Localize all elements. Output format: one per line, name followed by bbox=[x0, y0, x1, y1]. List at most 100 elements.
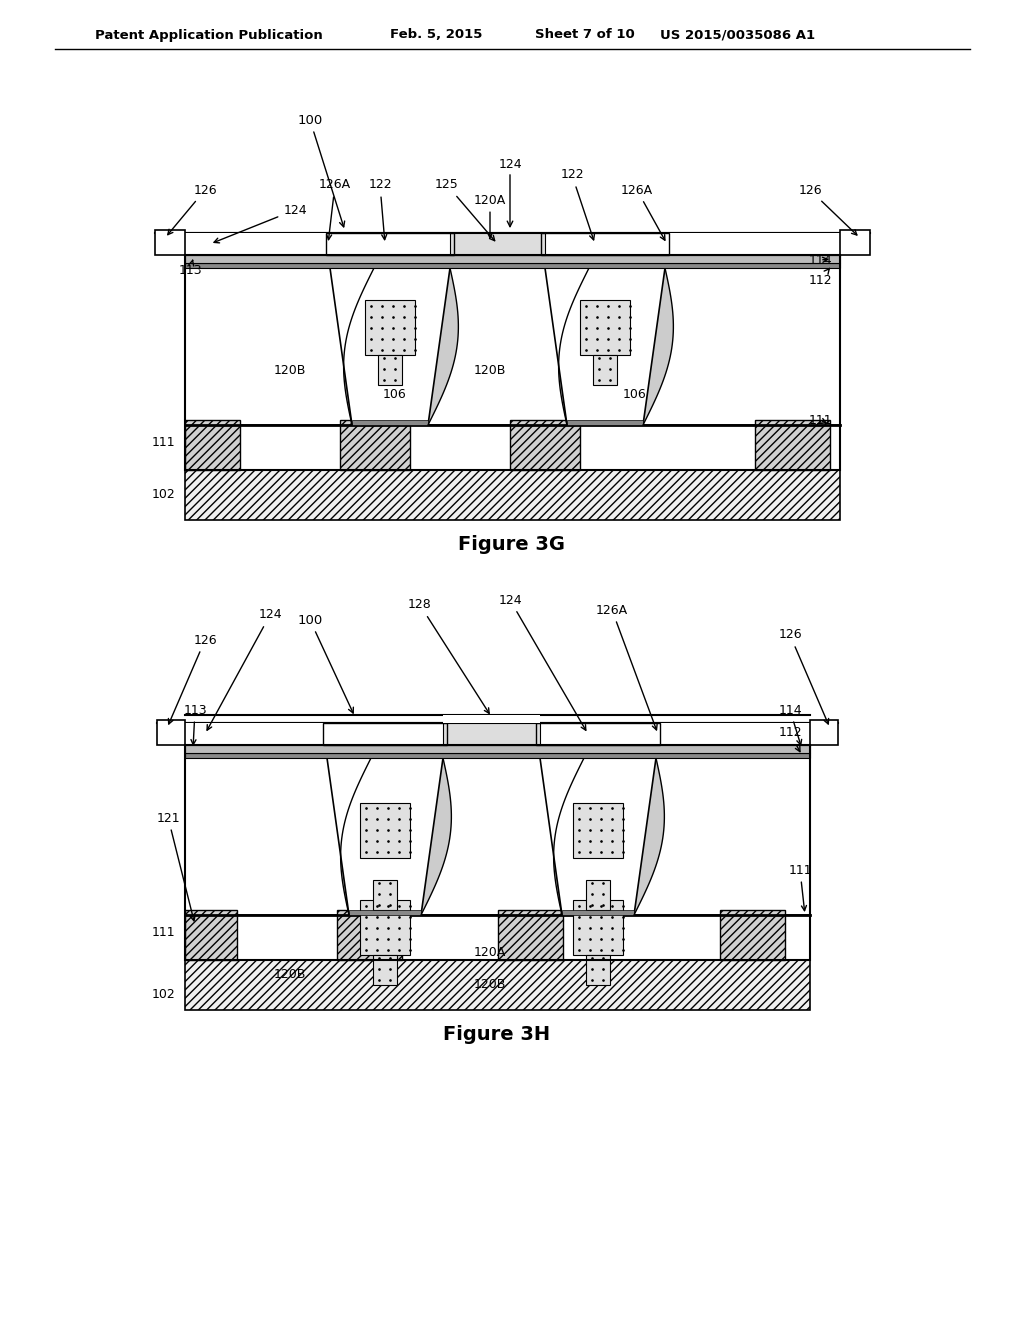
Text: 113: 113 bbox=[183, 704, 207, 744]
Bar bbox=[580, 300, 630, 355]
Bar bbox=[378, 355, 402, 385]
Text: 124: 124 bbox=[207, 609, 282, 730]
Text: 126: 126 bbox=[168, 183, 217, 235]
Text: Figure 3H: Figure 3H bbox=[443, 1026, 551, 1044]
Bar bbox=[755, 420, 830, 470]
Bar bbox=[586, 880, 610, 909]
Bar bbox=[840, 230, 870, 255]
Text: 111: 111 bbox=[152, 927, 175, 940]
Text: 102: 102 bbox=[152, 989, 175, 1002]
Text: 112: 112 bbox=[778, 726, 802, 751]
Text: 124: 124 bbox=[499, 158, 522, 172]
Polygon shape bbox=[643, 268, 674, 425]
Bar bbox=[185, 470, 840, 520]
Bar bbox=[443, 715, 540, 723]
Bar bbox=[360, 803, 410, 858]
Text: 111: 111 bbox=[808, 413, 831, 426]
Polygon shape bbox=[330, 268, 450, 425]
Text: Sheet 7 of 10: Sheet 7 of 10 bbox=[535, 29, 635, 41]
Polygon shape bbox=[428, 268, 459, 425]
Bar bbox=[352, 420, 428, 425]
Text: 125: 125 bbox=[435, 178, 495, 240]
Polygon shape bbox=[540, 758, 656, 915]
Bar bbox=[330, 234, 450, 255]
Polygon shape bbox=[421, 758, 452, 915]
Text: 114: 114 bbox=[778, 704, 802, 744]
Bar bbox=[510, 420, 580, 470]
Text: 120A: 120A bbox=[474, 194, 506, 238]
Bar bbox=[157, 719, 185, 744]
Bar bbox=[720, 909, 785, 960]
Bar bbox=[349, 909, 421, 915]
Bar bbox=[337, 909, 402, 960]
Bar bbox=[185, 752, 810, 758]
Text: 120B: 120B bbox=[273, 363, 306, 376]
Text: 120A: 120A bbox=[474, 946, 506, 960]
Polygon shape bbox=[554, 758, 584, 915]
Bar bbox=[185, 260, 840, 425]
Bar bbox=[536, 723, 660, 744]
Bar bbox=[185, 744, 810, 752]
Bar bbox=[185, 750, 810, 915]
Text: 122: 122 bbox=[560, 169, 594, 240]
Text: 111: 111 bbox=[152, 437, 175, 450]
Bar bbox=[185, 263, 840, 268]
Bar bbox=[155, 230, 185, 255]
Text: US 2015/0035086 A1: US 2015/0035086 A1 bbox=[660, 29, 815, 41]
Bar bbox=[443, 723, 540, 744]
Bar bbox=[450, 234, 545, 255]
Bar bbox=[323, 723, 447, 744]
Bar bbox=[573, 900, 623, 954]
Polygon shape bbox=[344, 268, 374, 425]
Bar bbox=[365, 300, 415, 355]
Bar bbox=[185, 255, 840, 263]
Text: Feb. 5, 2015: Feb. 5, 2015 bbox=[390, 29, 482, 41]
Text: Patent Application Publication: Patent Application Publication bbox=[95, 29, 323, 41]
Bar bbox=[185, 255, 840, 470]
Bar bbox=[185, 909, 237, 960]
Text: 126: 126 bbox=[798, 183, 857, 235]
Bar bbox=[185, 420, 240, 470]
Text: 122: 122 bbox=[369, 178, 392, 240]
Bar bbox=[545, 234, 665, 255]
Bar bbox=[326, 234, 454, 255]
Text: 100: 100 bbox=[297, 114, 345, 227]
Text: 114: 114 bbox=[808, 253, 831, 267]
Text: 120B: 120B bbox=[474, 363, 506, 376]
Text: 126A: 126A bbox=[596, 603, 657, 730]
Polygon shape bbox=[327, 758, 443, 915]
Text: Figure 3G: Figure 3G bbox=[459, 536, 565, 554]
Bar bbox=[810, 719, 838, 744]
Text: 126A: 126A bbox=[318, 178, 351, 240]
Bar bbox=[593, 355, 617, 385]
Polygon shape bbox=[341, 758, 371, 915]
Polygon shape bbox=[545, 268, 665, 425]
Text: 126: 126 bbox=[778, 628, 828, 723]
Text: 126: 126 bbox=[168, 634, 217, 725]
Bar bbox=[185, 234, 840, 255]
Bar bbox=[185, 723, 810, 744]
Text: 121: 121 bbox=[157, 812, 196, 921]
Bar bbox=[540, 723, 656, 744]
Bar bbox=[360, 900, 410, 954]
Text: 120B: 120B bbox=[273, 969, 306, 982]
Text: 124: 124 bbox=[214, 203, 307, 243]
Text: 126A: 126A bbox=[621, 183, 665, 240]
Bar bbox=[185, 960, 810, 1010]
Text: 100: 100 bbox=[297, 614, 353, 713]
Polygon shape bbox=[559, 268, 589, 425]
Bar bbox=[373, 954, 397, 985]
Text: 113: 113 bbox=[178, 260, 202, 276]
Text: 128: 128 bbox=[409, 598, 489, 713]
Bar bbox=[573, 803, 623, 858]
Text: 124: 124 bbox=[499, 594, 586, 730]
Bar bbox=[185, 744, 810, 960]
Bar bbox=[586, 954, 610, 985]
Bar bbox=[562, 909, 634, 915]
Text: 106: 106 bbox=[624, 388, 647, 401]
Bar bbox=[498, 909, 563, 960]
Bar bbox=[373, 880, 397, 909]
Polygon shape bbox=[634, 758, 665, 915]
Bar bbox=[327, 723, 443, 744]
Text: 106: 106 bbox=[383, 388, 407, 401]
